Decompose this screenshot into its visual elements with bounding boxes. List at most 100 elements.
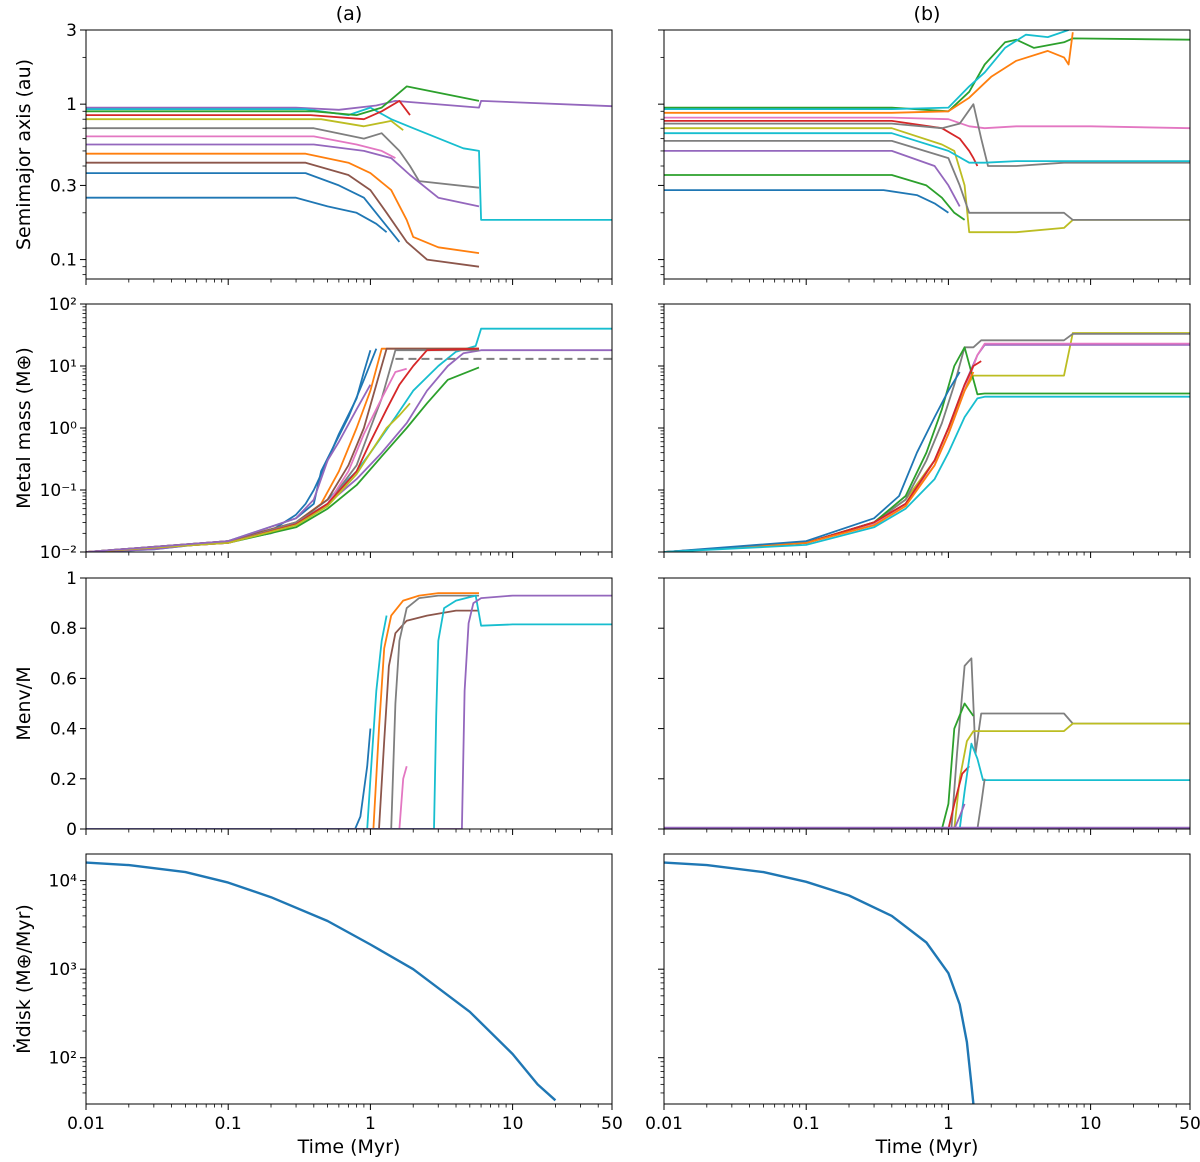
series-group: [664, 657, 1190, 829]
series-line: [664, 174, 966, 221]
series-line: [664, 139, 1190, 221]
series-group: [86, 327, 612, 552]
series-line: [664, 360, 982, 552]
series-line: [664, 742, 1190, 829]
series-group: [86, 85, 612, 268]
series-line: [86, 615, 388, 829]
series-line: [664, 37, 1190, 113]
x-tick-label: 1: [943, 1114, 954, 1134]
series-line: [86, 366, 480, 552]
panel-mdot-b: 0.01 0.1 1 10 50: [645, 853, 1200, 1134]
series-line: [86, 349, 479, 552]
series-line: [664, 127, 1190, 234]
series-line: [86, 152, 480, 254]
x-axis-labels: Time (Myr) Time (Myr): [297, 1136, 979, 1158]
column-title-a: (a): [336, 3, 362, 25]
y-tick-label: 10⁰: [49, 419, 78, 439]
series-line: [664, 657, 1190, 829]
axes-frame: [663, 577, 1191, 830]
series-line: [664, 778, 986, 829]
y-tick-label: 0.6: [50, 669, 77, 689]
x-tick-label: 50: [601, 1114, 623, 1134]
series-line: [664, 395, 1190, 552]
series-line: [664, 702, 975, 829]
panel-mdot-a: 0.01 0.1 1 10 50 10² 10³ 10⁴ Ṁdisk (M⊕/Myr): [12, 853, 623, 1134]
series-line: [86, 127, 480, 189]
y-tick-label: 10¹: [49, 357, 77, 377]
series-line: [664, 132, 1190, 164]
axes-frame: [663, 29, 1191, 280]
series-line: [664, 371, 961, 552]
series-group: [664, 861, 975, 1104]
y-tick-label: 10²: [49, 295, 77, 315]
axes-frame: [85, 303, 613, 553]
series-line: [86, 402, 411, 552]
series-line: [86, 861, 557, 1102]
series-line: [86, 143, 480, 208]
x-tick-label: 50: [1179, 1114, 1200, 1134]
panel-envelope-a: 0 0.2 0.4 0.6 0.8 1 Menv/M: [13, 569, 613, 840]
series-line: [664, 103, 1190, 167]
axes-frame: [85, 577, 613, 830]
series-line: [86, 384, 372, 552]
y-axis-label-envelope: Menv/M: [13, 666, 35, 740]
axes-frame: [85, 853, 613, 1105]
y-tick-label: 10²: [49, 1049, 77, 1069]
y-tick-label: 1: [66, 569, 77, 589]
y-axis-label-semimajor: Semimajor axis (au): [13, 59, 35, 250]
x-tick-label: 0.01: [67, 1114, 105, 1134]
y-axis-label-mdot: Ṁdisk (M⊕/Myr): [12, 904, 35, 1054]
series-line: [664, 116, 1190, 130]
series-line: [664, 332, 1190, 552]
series-line: [86, 347, 480, 552]
y-axis-label-metal: Metal mass (M⊕): [13, 347, 35, 509]
series-line: [664, 765, 970, 829]
panel-metal-a: 10⁻² 10⁻¹ 10⁰ 10¹ 10² Metal mass (M⊕): [13, 295, 613, 563]
series-line: [664, 346, 1190, 552]
series-line: [86, 594, 612, 829]
panel-metal-b: [658, 303, 1191, 558]
series-line: [86, 161, 480, 268]
series-line: [86, 594, 612, 829]
series-line: [664, 189, 949, 214]
series-line: [86, 327, 612, 552]
axes-frame: [663, 853, 1191, 1105]
axes-frame: [85, 29, 613, 280]
series-line: [664, 342, 1190, 552]
y-tick-label: 0.1: [50, 251, 77, 271]
panel-semimajor-b: [658, 29, 1191, 285]
series-group: [86, 861, 557, 1102]
y-tick-label: 0: [66, 820, 77, 840]
series-line: [86, 135, 396, 159]
series-line: [86, 196, 388, 233]
y-tick-label: 1: [66, 95, 77, 115]
series-line: [664, 32, 1074, 114]
x-tick-label: 0.1: [793, 1114, 820, 1134]
x-tick-label: 0.01: [645, 1114, 683, 1134]
x-axis-label-b: Time (Myr): [875, 1136, 979, 1158]
series-group: [86, 592, 612, 829]
series-line: [86, 609, 479, 829]
series-line: [664, 30, 1069, 110]
series-group: [664, 30, 1190, 234]
y-tick-label: 0.2: [50, 770, 77, 790]
series-line: [86, 349, 612, 552]
column-titles: (a) (b): [336, 3, 941, 25]
series-line: [86, 349, 372, 552]
series-line: [86, 594, 479, 829]
y-tick-label: 0.3: [50, 176, 77, 196]
y-tick-label: 0.4: [50, 720, 77, 740]
series-line: [664, 371, 975, 552]
series-line: [664, 332, 1190, 552]
series-line: [86, 118, 404, 131]
x-tick-label: 1: [365, 1114, 376, 1134]
y-tick-label: 0.8: [50, 619, 77, 639]
panel-envelope-b: [658, 577, 1191, 835]
y-tick-label: 10⁻¹: [40, 481, 77, 501]
x-axis-label-a: Time (Myr): [297, 1136, 401, 1158]
series-line: [664, 149, 961, 207]
series-line: [86, 347, 479, 552]
y-tick-label: 10⁻²: [40, 543, 77, 563]
